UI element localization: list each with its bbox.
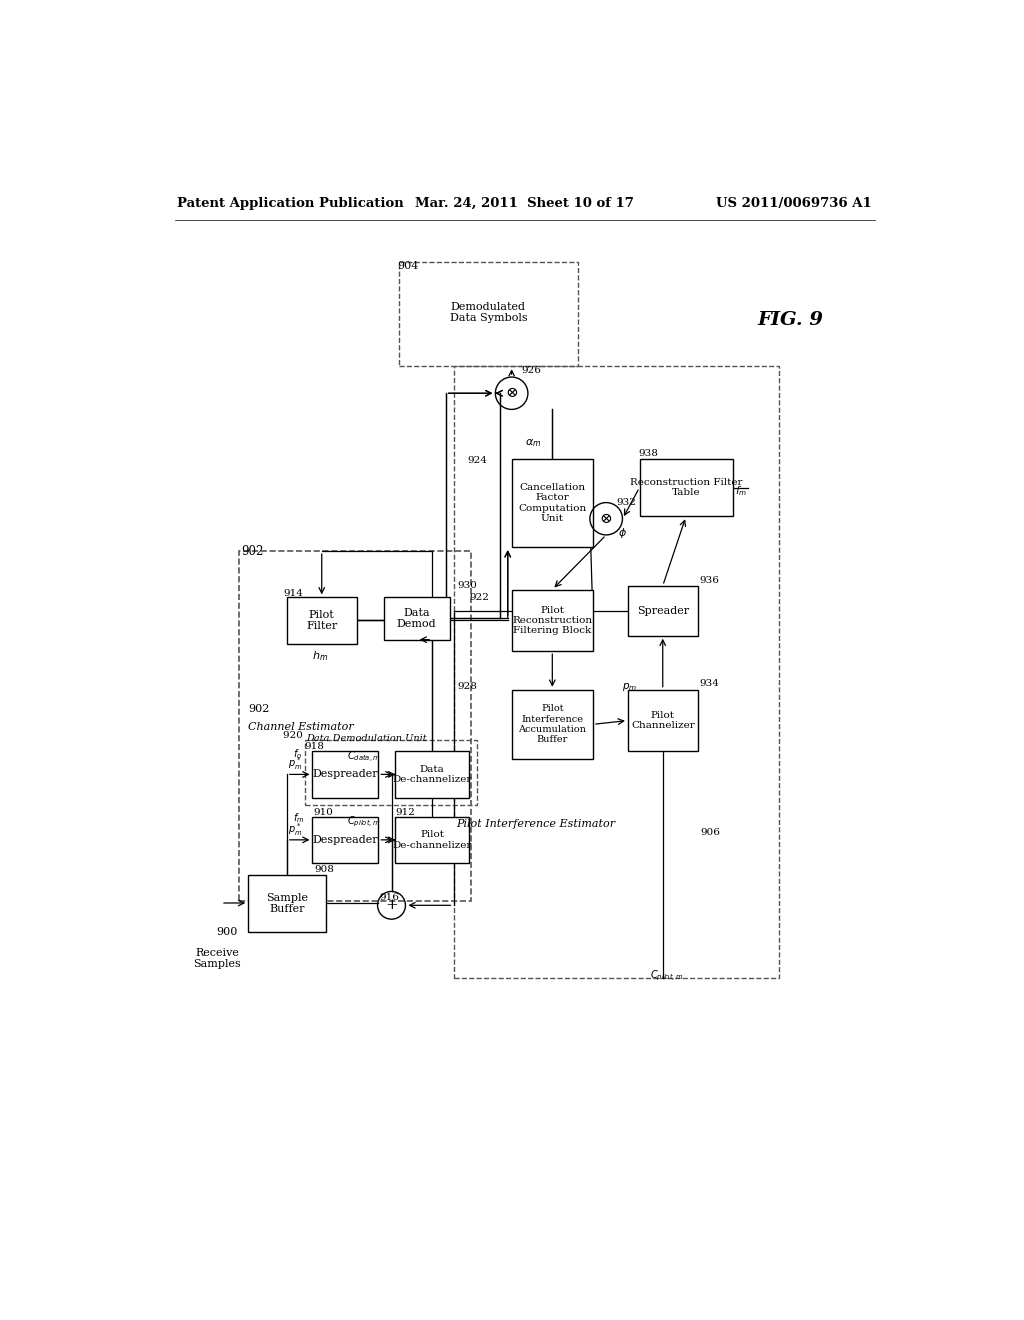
Bar [628, 586, 697, 636]
Bar [395, 817, 469, 863]
Text: $\alpha_m$: $\alpha_m$ [524, 437, 541, 449]
Text: $p^*_m$: $p^*_m$ [289, 821, 303, 838]
Text: Pilot
Channelizer: Pilot Channelizer [631, 710, 694, 730]
Text: Demodulated
Data Symbols: Demodulated Data Symbols [450, 301, 527, 323]
Text: 934: 934 [699, 678, 719, 688]
Bar [239, 552, 471, 902]
Bar [248, 874, 326, 932]
Text: Receive
Samples: Receive Samples [194, 948, 241, 969]
Text: ⊗: ⊗ [600, 512, 612, 525]
Text: 902: 902 [248, 704, 269, 714]
Text: Pilot
Interference
Accumulation
Buffer: Pilot Interference Accumulation Buffer [518, 705, 587, 744]
Text: Pilot
De-channelizer: Pilot De-channelizer [392, 830, 472, 850]
Bar [287, 597, 356, 644]
Text: 926: 926 [521, 366, 542, 375]
Bar [312, 817, 378, 863]
Text: 908: 908 [314, 866, 334, 874]
Text: 914: 914 [283, 589, 303, 598]
Text: 900: 900 [216, 927, 238, 937]
Text: $C_{data,m}$: $C_{data,m}$ [346, 750, 380, 766]
Text: 924: 924 [467, 455, 487, 465]
Text: 904: 904 [397, 261, 418, 271]
Bar [384, 597, 450, 640]
Text: Sample
Buffer: Sample Buffer [266, 892, 308, 915]
Text: $p_m$: $p_m$ [622, 681, 637, 693]
Text: 930: 930 [458, 581, 477, 590]
Bar [512, 590, 593, 651]
Text: $h_{m}$: $h_{m}$ [312, 649, 329, 664]
Text: Patent Application Publication: Patent Application Publication [177, 197, 403, 210]
Text: 922: 922 [469, 593, 488, 602]
Text: Mar. 24, 2011  Sheet 10 of 17: Mar. 24, 2011 Sheet 10 of 17 [416, 197, 634, 210]
Text: Pilot
Filter: Pilot Filter [306, 610, 337, 631]
Text: 916: 916 [380, 894, 399, 902]
Text: FIG. 9: FIG. 9 [758, 312, 823, 329]
Text: $C_{pilot,m}$: $C_{pilot,m}$ [649, 969, 683, 983]
Bar [395, 751, 469, 797]
Text: $p^*_m$: $p^*_m$ [289, 755, 303, 772]
Text: Data Demodulation Unit: Data Demodulation Unit [306, 734, 427, 743]
Text: 910: 910 [313, 808, 333, 817]
Text: $C_{pilot,m}$: $C_{pilot,m}$ [346, 814, 380, 829]
Text: 932: 932 [616, 498, 636, 507]
Bar [305, 739, 477, 805]
Bar [312, 751, 378, 797]
Text: Channel Estimator: Channel Estimator [248, 722, 354, 731]
Text: Despreader: Despreader [312, 834, 378, 845]
Text: Despreader: Despreader [312, 770, 378, 779]
Text: Cancellation
Factor
Computation
Unit: Cancellation Factor Computation Unit [518, 483, 587, 523]
Text: 902: 902 [241, 545, 263, 557]
Text: $f_m$: $f_m$ [735, 484, 748, 498]
Bar [512, 459, 593, 548]
Bar [640, 459, 732, 516]
Text: 938: 938 [638, 449, 657, 458]
Text: 918: 918 [305, 742, 325, 751]
Text: Data
De-channelizer: Data De-channelizer [392, 764, 472, 784]
Text: Data
Demod: Data Demod [397, 607, 436, 630]
Bar [628, 689, 697, 751]
Text: Reconstruction Filter
Table: Reconstruction Filter Table [630, 478, 742, 498]
Text: $f_m$: $f_m$ [293, 812, 304, 825]
Bar [512, 689, 593, 759]
Text: 936: 936 [699, 576, 719, 585]
Text: 928: 928 [458, 682, 477, 692]
Text: Pilot
Reconstruction
Filtering Block: Pilot Reconstruction Filtering Block [512, 606, 592, 635]
Text: Pilot Interference Estimator: Pilot Interference Estimator [457, 820, 615, 829]
Text: $f_o$: $f_o$ [293, 747, 302, 760]
Text: +: + [385, 899, 398, 912]
Text: $\phi$: $\phi$ [617, 527, 627, 540]
Text: US 2011/0069736 A1: US 2011/0069736 A1 [716, 197, 872, 210]
Text: 920: 920 [283, 731, 306, 741]
Text: 906: 906 [700, 828, 720, 837]
Text: ⊗: ⊗ [505, 387, 518, 400]
Bar [454, 367, 779, 978]
Text: Spreader: Spreader [637, 606, 689, 615]
Bar [399, 263, 578, 367]
Text: 912: 912 [395, 808, 416, 817]
